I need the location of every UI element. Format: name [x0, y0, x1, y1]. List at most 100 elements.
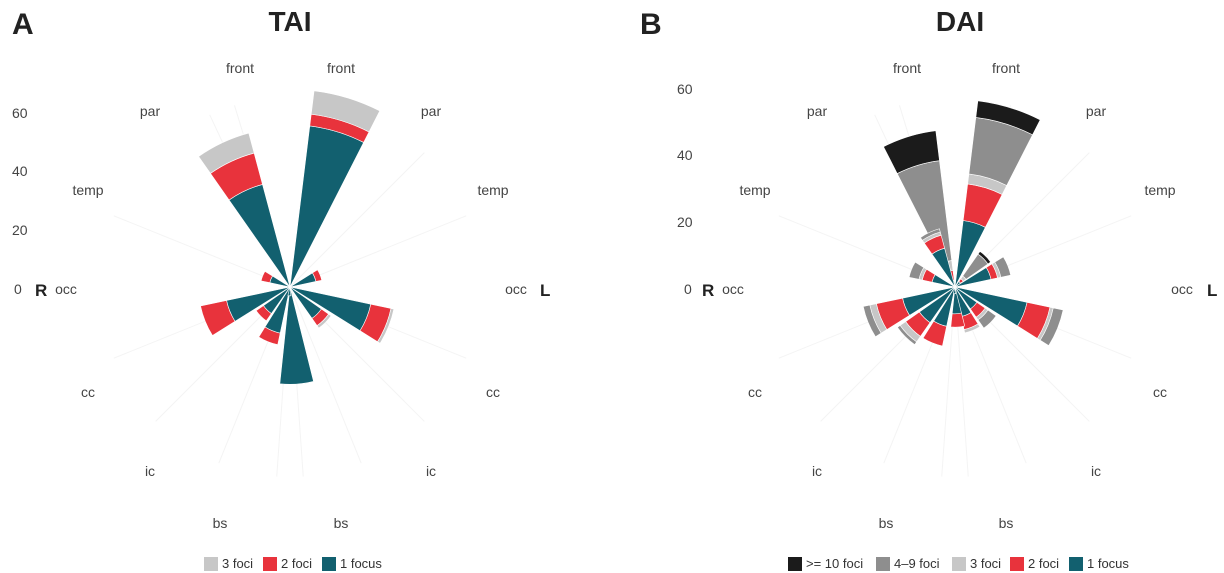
panel-b-label-l-par: par	[1086, 103, 1107, 119]
panel-b-label-l-cc: cc	[1153, 384, 1167, 400]
panel-b-label-l-front: front	[992, 60, 1020, 76]
panel-a-label-r-bs: bs	[213, 515, 228, 531]
panel-b-title: DAI	[936, 6, 984, 37]
panel-b-legend-label-1-focus: 1 focus	[1087, 556, 1129, 571]
panel-a-side-r: R	[35, 281, 47, 300]
panel-a-letter: A	[12, 8, 34, 41]
panel-a-label-l-bs: bs	[334, 515, 349, 531]
panel-b-legend-swatch-2-foci	[1010, 557, 1024, 571]
panel-a-legend-swatch-1-focus	[322, 557, 336, 571]
panel-a: A TAI 0 20 40 60 front front par par tem…	[12, 6, 527, 571]
panel-a-tick-0: 0	[14, 281, 22, 297]
panel-a-bar-r-temp-2	[260, 270, 273, 284]
panel-a-bar-r-occ-2	[200, 300, 236, 336]
panel-b-label-r-bs: bs	[879, 515, 894, 531]
panel-a-radial-ticks: 0 20 40 60	[12, 105, 28, 297]
panel-a-bar-l-occ-3	[377, 308, 395, 344]
panel-a-guide-line	[289, 286, 362, 464]
panel-a-label-l-par: par	[421, 103, 442, 119]
panel-b-bar-l-front-ge10	[975, 100, 1041, 136]
panel-b-label-r-occ: occ	[722, 281, 744, 297]
panel-b-legend-label-2-foci: 2 foci	[1028, 556, 1059, 571]
panel-a-title: TAI	[268, 6, 311, 37]
panel-a-bar-r-par-3	[198, 132, 255, 174]
panel-b-side-l: L	[1207, 281, 1217, 300]
panel-a-tick-60: 60	[12, 105, 28, 121]
panel-a-label-r-temp: temp	[72, 182, 103, 198]
panel-a-legend-swatch-2-foci	[263, 557, 277, 571]
panel-a-legend-label-3-foci: 3 foci	[222, 556, 253, 571]
panel-a-legend: 3 foci 2 foci 1 focus	[204, 556, 382, 571]
panel-b-bar-r-temp-4to9	[908, 261, 925, 280]
panel-b-legend-swatch-3-foci	[952, 557, 966, 571]
panel-b-bar-l-ic-3	[963, 323, 981, 334]
panel-a-bar-r-cc-2	[255, 305, 272, 322]
panel-a-bars	[113, 90, 467, 477]
panel-b: B DAI 0 20 40 60 front front par par tem…	[640, 6, 1217, 571]
panel-b-label-r-temp: temp	[739, 182, 770, 198]
panel-b-bar-r-bs-1	[953, 286, 957, 294]
panel-a-bar-l-bs-1	[279, 286, 314, 385]
panel-a-guide-line	[289, 152, 425, 288]
panel-b-label-l-ic: ic	[1091, 463, 1101, 479]
panel-b-tick-40: 40	[677, 147, 693, 163]
panel-b-label-r-cc: cc	[748, 384, 762, 400]
panel-b-side-r: R	[702, 281, 714, 300]
panel-b-bar-l-bs-2	[950, 312, 966, 328]
panel-b-legend-label-ge10-foci: >= 10 foci	[806, 556, 863, 571]
panel-a-bar-l-temp-2	[312, 269, 323, 282]
panel-a-legend-label-2-foci: 2 foci	[281, 556, 312, 571]
panel-b-label-r-ic: ic	[812, 463, 822, 479]
panel-b-label-l-temp: temp	[1144, 182, 1175, 198]
panel-a-bar-l-front-3	[310, 90, 381, 133]
panel-b-label-l-bs: bs	[999, 515, 1014, 531]
panel-b-tick-20: 20	[677, 214, 693, 230]
panel-a-bar-l-cc-3	[316, 313, 332, 329]
panel-b-legend-label-3-foci: 3 foci	[970, 556, 1001, 571]
panel-a-region-labels: front front par par temp temp occ occ cc…	[55, 60, 527, 531]
panel-a-bar-r-bs-1	[287, 286, 292, 297]
panel-a-legend-swatch-3-foci	[204, 557, 218, 571]
panel-b-region-labels: front front par par temp temp occ occ cc…	[722, 60, 1193, 531]
panel-b-bar-r-cc-4to9	[896, 325, 917, 346]
panel-b-bars	[778, 100, 1132, 477]
panel-b-bar-l-cc-4to9	[977, 309, 997, 329]
panel-a-label-l-front: front	[327, 60, 355, 76]
panel-a-bar-l-occ-1	[289, 286, 372, 332]
panel-b-label-l-occ: occ	[1171, 281, 1193, 297]
panel-a-bar-l-front-1	[289, 125, 365, 288]
panel-a-label-r-occ: occ	[55, 281, 77, 297]
panel-b-radial-ticks: 0 20 40 60	[677, 81, 693, 297]
panel-b-legend: >= 10 foci 4–9 foci 3 foci 2 foci 1 focu…	[788, 556, 1129, 571]
panel-b-bar-l-temp-4to9	[994, 256, 1012, 278]
panel-b-bar-l-occ-4to9	[1039, 307, 1064, 346]
panel-a-guide-line	[113, 215, 291, 288]
panel-b-label-r-front: front	[893, 60, 921, 76]
panel-a-side-l: L	[540, 281, 550, 300]
panel-b-legend-label-4to9-foci: 4–9 foci	[894, 556, 940, 571]
panel-a-bar-r-ic-2	[258, 326, 281, 346]
panel-b-legend-swatch-1-focus	[1069, 557, 1083, 571]
panel-b-tick-60: 60	[677, 81, 693, 97]
panel-a-label-r-ic: ic	[145, 463, 155, 479]
panel-b-bar-l-par-ge10	[977, 250, 992, 265]
panel-a-tick-20: 20	[12, 222, 28, 238]
panel-b-bar-r-occ-4to9	[862, 304, 882, 338]
panel-a-label-l-occ: occ	[505, 281, 527, 297]
panel-b-letter: B	[640, 8, 662, 41]
panel-a-bar-r-par-1	[228, 184, 291, 288]
panel-b-legend-swatch-ge10-foci	[788, 557, 802, 571]
panel-b-bar-r-par-4to9	[919, 228, 941, 241]
panel-b-bar-r-front-ge10	[883, 130, 940, 174]
panel-b-label-r-par: par	[807, 103, 828, 119]
panel-b-bar-r-ic-2	[922, 320, 947, 347]
panel-a-label-l-ic: ic	[426, 463, 436, 479]
panel-a-label-r-front: front	[226, 60, 254, 76]
panel-b-legend-swatch-4to9-foci	[876, 557, 890, 571]
panel-a-tick-40: 40	[12, 163, 28, 179]
panel-a-label-r-par: par	[140, 103, 161, 119]
panel-a-legend-label-1-focus: 1 focus	[340, 556, 382, 571]
panel-a-label-l-cc: cc	[486, 384, 500, 400]
panel-b-tick-0: 0	[684, 281, 692, 297]
